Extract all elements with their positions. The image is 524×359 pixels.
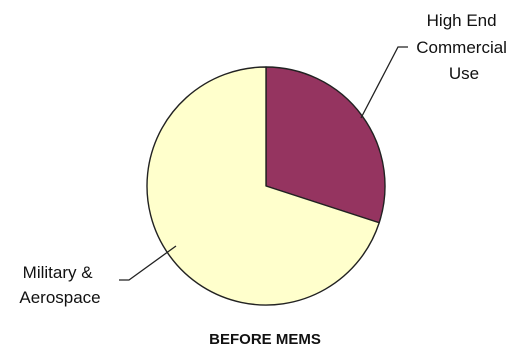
- slice-label-high-end-line-3: Use: [449, 64, 479, 83]
- slices-layer: [146, 66, 386, 306]
- chart-title: BEFORE MEMS: [209, 331, 321, 348]
- slice-label-military-line-1: Military &: [23, 263, 94, 282]
- slice-label-military: Military & Aerospace: [19, 263, 100, 307]
- slice-label-military-line-2: Aerospace: [19, 288, 100, 307]
- slice-label-high-end-line-1: High End: [427, 11, 497, 30]
- pie-slice-military-aerospace: [146, 66, 380, 306]
- slice-label-high-end-line-2: Commercial: [416, 38, 507, 57]
- slice-label-high-end: High End Commercial Use: [416, 11, 511, 83]
- leader-line-military: [119, 245, 177, 281]
- leader-line-high-end: [360, 46, 408, 119]
